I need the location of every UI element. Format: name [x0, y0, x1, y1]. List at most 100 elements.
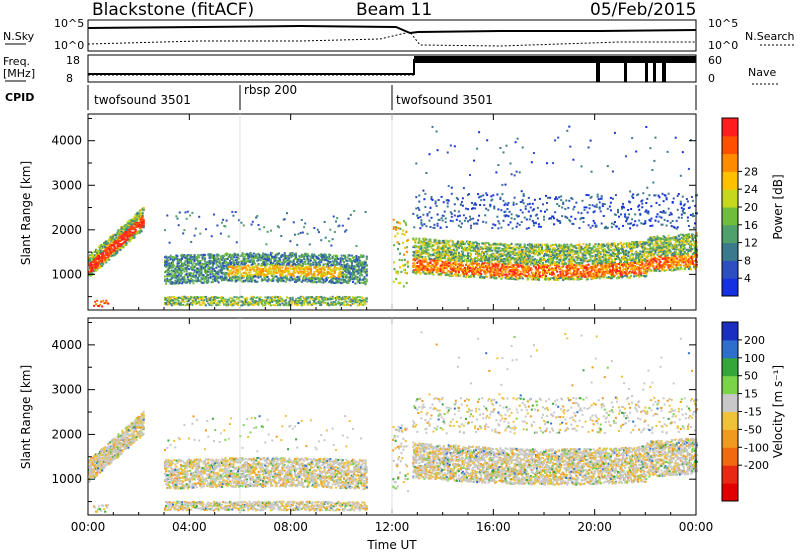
range-gate-cell [225, 303, 228, 306]
range-gate-cell [275, 269, 278, 272]
range-gate-cell [291, 273, 294, 276]
range-gate-cell [257, 302, 260, 305]
range-gate-cell [270, 270, 272, 273]
range-gate-cell [183, 262, 186, 265]
range-gate-cell [279, 295, 282, 298]
range-gate-cell [416, 267, 419, 270]
range-gate-cell [110, 245, 113, 248]
range-gate-cell [176, 258, 179, 261]
range-gate-cell [176, 279, 179, 282]
range-gate-cell [219, 232, 222, 235]
range-gate-cell [203, 280, 206, 283]
range-gate-cell [222, 301, 225, 304]
range-gate-cell [279, 300, 282, 302]
range-gate-cell [284, 301, 287, 304]
range-gate-cell [339, 261, 342, 264]
cpid-segment-2: rbsp 200 [244, 83, 297, 97]
range-gate-cell [305, 299, 308, 301]
range-gate-cell [217, 296, 220, 299]
range-gate-cell [194, 274, 197, 277]
range-gate-cell [231, 272, 234, 275]
range-gate-cell [102, 299, 105, 302]
range-gate-cell [449, 144, 452, 147]
range-gate-cell [267, 253, 270, 256]
range-gate-cell [280, 273, 283, 276]
range-gate-cell [227, 269, 230, 272]
range-gate-cell [280, 254, 283, 257]
range-gate-cell [214, 258, 217, 261]
range-gate-cell [275, 265, 278, 268]
range-gate-cell [93, 304, 96, 307]
range-gate-cell [202, 254, 205, 257]
range-gate-cell [167, 274, 170, 277]
range-gate-cell [264, 274, 267, 277]
range-gate-cell [166, 214, 169, 217]
range-gate-cell [308, 301, 311, 304]
range-gate-cell [299, 270, 302, 273]
range-gate-cell [197, 276, 200, 279]
range-gate-cell [208, 257, 211, 259]
range-gate-cell [175, 276, 178, 279]
range-gate-cell [194, 257, 197, 260]
range-gate-cell [185, 300, 188, 303]
range-gate-cell [213, 267, 215, 270]
range-gate-cell [280, 276, 283, 279]
range-gate-cell [238, 301, 241, 304]
range-gate-cell [246, 253, 249, 256]
range-gate-cell [189, 280, 192, 282]
range-gate-cell [122, 246, 125, 249]
range-gate-cell [396, 272, 399, 275]
range-gate-cell [231, 279, 234, 282]
range-gate-cell [284, 277, 287, 280]
range-gate-cell [280, 279, 283, 282]
range-gate-cell [417, 217, 420, 219]
range-gate-cell [313, 276, 316, 279]
range-gate-cell [170, 272, 173, 275]
range-gate-cell [273, 275, 276, 278]
range-gate-cell [98, 262, 101, 265]
range-gate-cell [451, 220, 454, 223]
range-gate-cell [197, 254, 200, 257]
range-gate-cell [275, 252, 278, 255]
range-gate-cell [309, 262, 312, 265]
range-gate-cell [274, 256, 277, 259]
range-gate-cell [189, 254, 192, 257]
range-gate-cell [298, 299, 301, 302]
range-gate-cell [284, 264, 287, 267]
range-gate-cell [208, 253, 211, 255]
range-gate-cell [313, 280, 316, 283]
range-gate-cell [266, 276, 269, 278]
range-gate-cell [186, 298, 189, 301]
range-gate-cell [294, 266, 296, 269]
range-gate-cell [199, 272, 202, 275]
range-gate-cell [290, 301, 293, 303]
range-gate-cell [202, 278, 205, 281]
range-gate-cell [282, 280, 285, 283]
range-gate-cell [412, 212, 415, 215]
range-gate-cell [237, 278, 239, 281]
range-gate-cell [308, 276, 311, 279]
range-gate-cell [165, 266, 168, 268]
range-gate-cell [203, 263, 206, 266]
range-gate-cell [242, 256, 245, 259]
range-gate-cell [206, 269, 209, 272]
range-gate-cell [99, 245, 102, 248]
range-gate-cell [268, 258, 271, 261]
range-gate-cell [405, 230, 408, 233]
range-gate-cell [467, 257, 469, 260]
range-gate-cell [166, 300, 169, 303]
range-gate-cell [283, 253, 286, 255]
range-gate-cell [88, 256, 90, 259]
range-gate-cell [258, 296, 261, 299]
range-gate-cell [274, 299, 277, 302]
range-gate-cell [258, 268, 261, 271]
range-gate-cell [472, 207, 475, 210]
range-gate-cell [309, 296, 312, 299]
range-gate-cell [281, 298, 284, 301]
range-gate-cell [244, 273, 247, 276]
range-gate-cell [262, 258, 264, 261]
range-gate-cell [281, 266, 284, 269]
range-gate-cell [398, 242, 401, 245]
range-gate-cell [198, 273, 201, 276]
range-gate-cell [230, 277, 233, 280]
